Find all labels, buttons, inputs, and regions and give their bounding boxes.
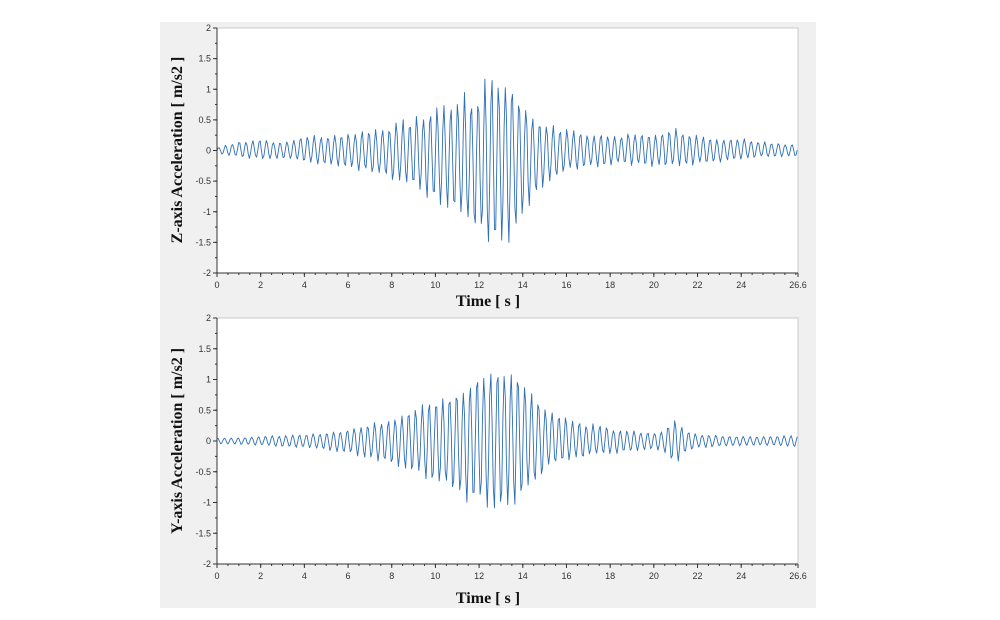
y-axis-x-tick-label: 10	[430, 571, 440, 581]
z-axis-acceleration-series	[216, 78, 798, 243]
y-axis-y-tick-label: -1.5	[195, 528, 211, 538]
y-axis-y-tick-label: 1	[206, 375, 211, 385]
z-axis-y-tick-label: -1	[203, 207, 211, 217]
y-axis-x-tick-label: 4	[302, 571, 307, 581]
y-axis-x-tick-label: 20	[649, 571, 659, 581]
z-axis-x-tick-label: 20	[649, 280, 659, 290]
z-axis-y-tick-label: -2	[203, 268, 211, 278]
y-axis-x-tick-label: 22	[693, 571, 703, 581]
z-axis-y-tick-label: -0.5	[195, 176, 211, 186]
z-axis-x-tick-label: 22	[693, 280, 703, 290]
z-axis-y-tick-label: 0	[206, 146, 211, 156]
y-axis-y-tick-label: -0.5	[195, 467, 211, 477]
y-axis-y-tick-label: -1	[203, 498, 211, 508]
z-axis-x-tick-label: 12	[474, 280, 484, 290]
z-axis-x-axis-title: Time [ s ]	[456, 293, 520, 310]
y-axis-plot-area	[216, 317, 799, 565]
y-axis-y-tick-label: 0.5	[198, 405, 211, 415]
z-axis-chart: 21.510.50-0.5-1-1.5-2 0 2 4 6 8 10 12 14 16 18 20 2…	[169, 23, 807, 310]
y-axis-x-tick-label: 14	[518, 571, 528, 581]
y-axis-x-tick-label: 6	[346, 571, 351, 581]
y-axis-x-tick-label: 26.6	[789, 571, 807, 581]
z-axis-y-tick-label: 2	[206, 23, 211, 33]
y-axis-y-tick-label: 1.5	[198, 344, 211, 354]
y-axis-x-axis-title: Time [ s ]	[456, 590, 520, 607]
y-axis-x-tick-label: 16	[561, 571, 571, 581]
y-axis-chart: 21.510.50-0.5-1-1.5-2 0 2 4 6 8 10 12 14 16 18 20 2…	[169, 313, 807, 607]
z-axis-x-tick-label: 0	[214, 280, 219, 290]
z-axis-plot-area	[216, 27, 799, 274]
z-axis-y-tick-label: 0.5	[198, 115, 211, 125]
z-axis-x-tick-label: 10	[430, 280, 440, 290]
y-axis-x-tick-label: 12	[474, 571, 484, 581]
z-axis-x-tick-label: 14	[518, 280, 528, 290]
z-axis-x-tick-label: 16	[561, 280, 571, 290]
y-axis-x-tick-label: 18	[605, 571, 615, 581]
z-axis-x-tick-label: 26.6	[789, 280, 807, 290]
z-axis-y-tick-label: 1	[206, 84, 211, 94]
z-axis-x-tick-label: 2	[258, 280, 263, 290]
y-axis-x-tick-label: 24	[736, 571, 746, 581]
z-axis-x-tick-label: 4	[302, 280, 307, 290]
z-axis-x-tick-label: 18	[605, 280, 615, 290]
y-axis-y-tick-label: -2	[203, 559, 211, 569]
z-axis-y-tick-label: 1.5	[198, 54, 211, 64]
z-axis-x-tick-label: 24	[736, 280, 746, 290]
z-axis-x-tick-label: 8	[389, 280, 394, 290]
z-axis-x-tick-label: 6	[346, 280, 351, 290]
y-axis-x-tick-label: 0	[214, 571, 219, 581]
y-axis-y-tick-label: 2	[206, 313, 211, 323]
y-axis-y-axis-title: Y-axis Acceleration [ m/s2 ]	[169, 348, 186, 534]
z-axis-x-ticks: 0 2 4 6 8 10 12 14 16 18 20 22 24 26.6	[214, 273, 807, 290]
y-axis-x-tick-label: 8	[389, 571, 394, 581]
y-axis-y-tick-label: 0	[206, 436, 211, 446]
z-axis-y-axis-title: Z-axis Acceleration [ m/s2 ]	[169, 57, 186, 244]
y-axis-acceleration-series	[217, 373, 798, 509]
z-axis-y-tick-label: -1.5	[195, 237, 211, 247]
y-axis-x-tick-label: 2	[258, 571, 263, 581]
